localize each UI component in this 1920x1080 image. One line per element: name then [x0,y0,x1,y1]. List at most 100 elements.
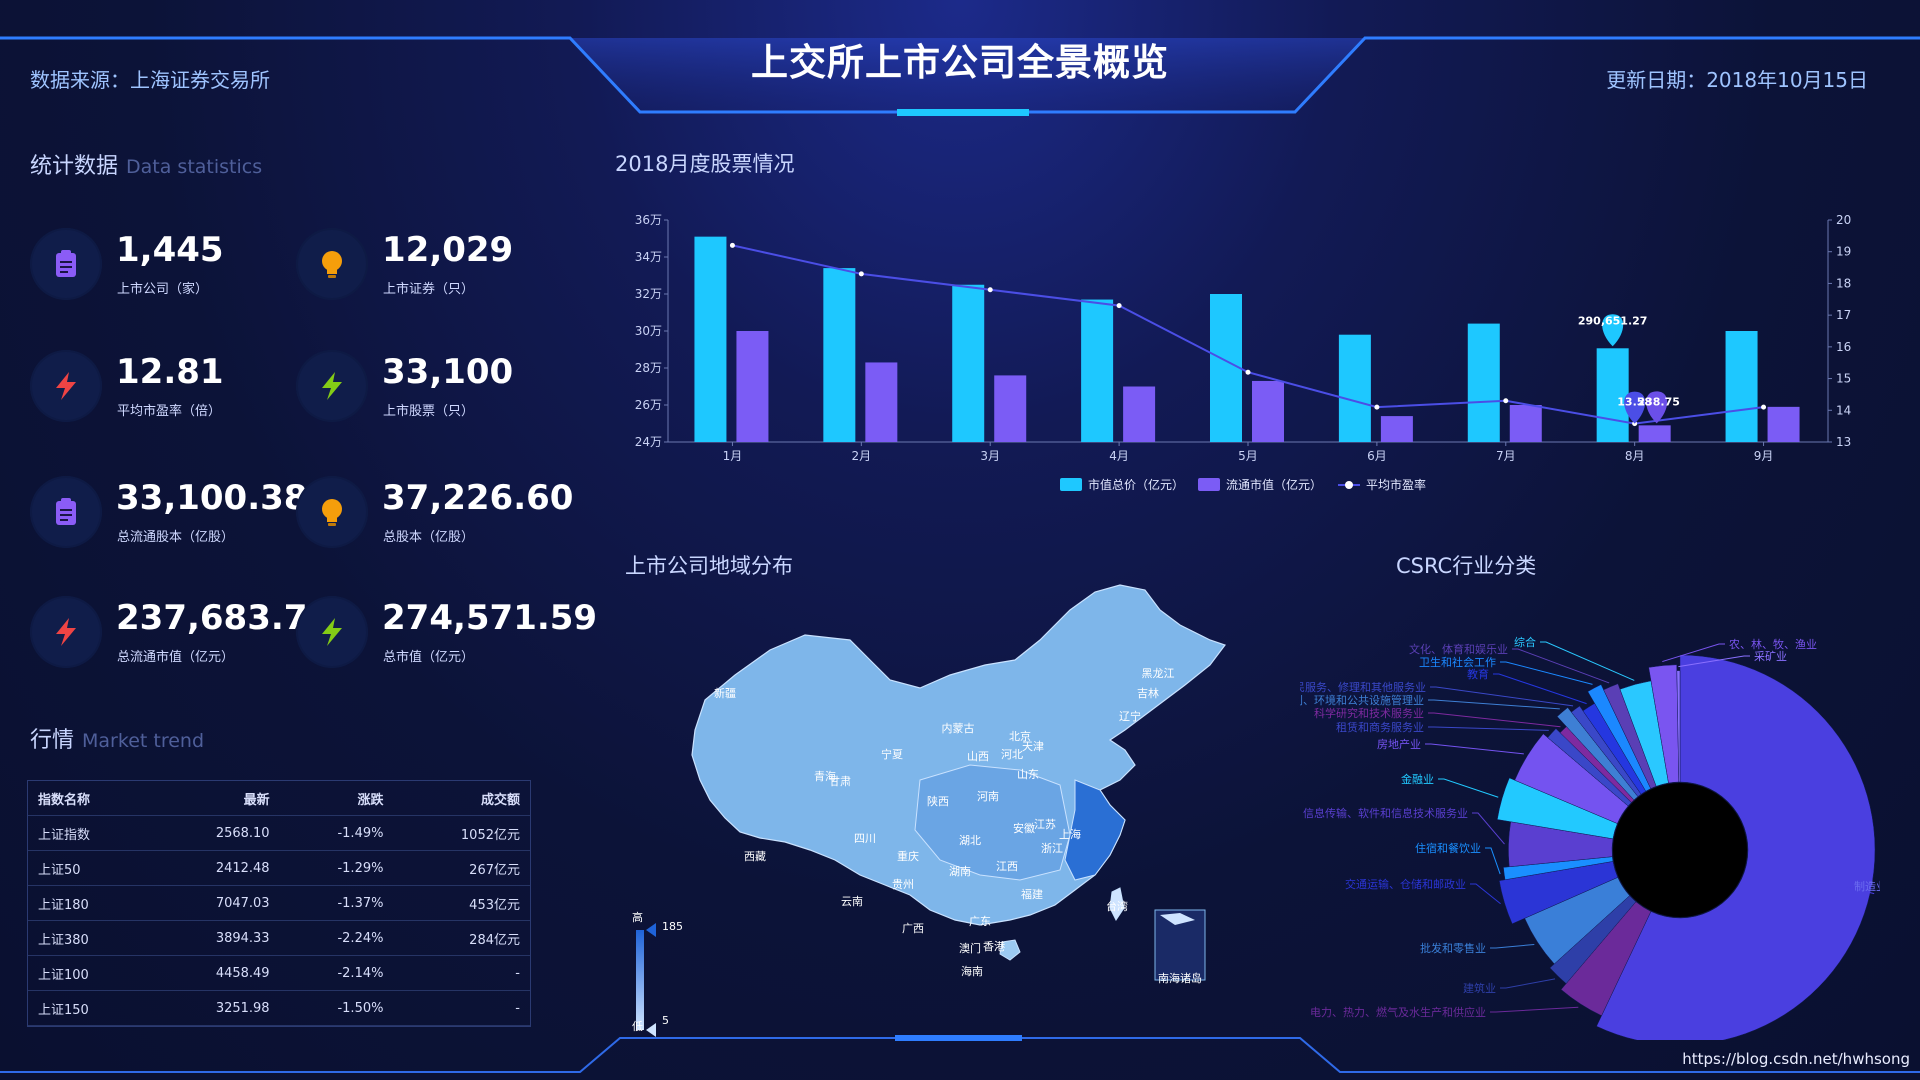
province-label[interactable]: 黑龙江 [1142,667,1175,680]
bar-total-market-value[interactable] [1467,323,1500,442]
donut-slice-label[interactable]: 住宿和餐饮业 [1415,841,1481,855]
province-label[interactable]: 山东 [1017,768,1039,781]
donut-slice-label[interactable]: 教育 [1467,667,1489,681]
legend-label[interactable]: 流通市值（亿元） [1226,477,1322,492]
province-label[interactable]: 内蒙古 [942,721,975,735]
table-row[interactable]: 上证150 3251.98 -1.50% - [28,990,530,1026]
donut-slice-label[interactable]: 房地产业 [1377,737,1421,751]
bar-circulating-market-value[interactable] [865,362,898,442]
donut-slice-label[interactable]: 批发和零售业 [1420,941,1486,955]
donut-slice-label[interactable]: 租赁和商务服务业 [1336,720,1424,734]
donut-slice-label[interactable]: 金融业 [1401,772,1434,786]
province-label[interactable]: 吉林 [1137,686,1159,700]
bar-total-market-value[interactable] [952,284,985,442]
bar-total-market-value[interactable] [1725,331,1758,442]
donut-slice-label[interactable]: 农、林、牧、渔业 [1729,637,1817,651]
table-row[interactable]: 上证50 2412.48 -1.29% 267亿元 [28,850,530,886]
pe-ratio-point[interactable] [1245,369,1251,375]
bar-circulating-market-value[interactable] [1767,406,1800,442]
pe-ratio-point[interactable] [1374,404,1380,410]
donut-slice-label[interactable]: 交通运输、仓储和邮政业 [1345,877,1466,891]
donut-slice-label[interactable]: 卫生和社会工作 [1419,655,1496,669]
province-label[interactable]: 湖北 [959,834,981,847]
bar-total-market-value[interactable] [1338,334,1371,442]
donut-slice-label[interactable]: 信息传输、软件和信息技术服务业 [1303,806,1468,820]
bar-circulating-market-value[interactable] [736,331,769,442]
bar-total-market-value[interactable] [1081,299,1114,442]
legend-swatch[interactable] [1198,478,1220,491]
province-label[interactable]: 河北 [1001,748,1023,761]
bar-circulating-market-value[interactable] [1123,386,1156,443]
province-label[interactable]: 宁夏 [881,747,903,761]
province-label[interactable]: 贵州 [892,878,914,891]
province-label[interactable]: 海南 [961,964,983,978]
bar-circulating-market-value[interactable] [1638,425,1671,442]
province-label[interactable]: 上海 [1059,827,1081,841]
province-label[interactable]: 辽宁 [1119,709,1141,723]
donut-slice-label[interactable]: 文化、体育和娱乐业 [1409,642,1508,656]
province-label[interactable]: 台湾 [1106,899,1128,913]
province-label[interactable]: 福建 [1021,887,1043,901]
province-label[interactable]: 澳门 [959,941,981,955]
table-row[interactable]: 上证指数 2568.10 -1.49% 1052亿元 [28,815,530,851]
province-label[interactable]: 广东 [969,915,991,928]
table-row[interactable]: 上证100 4458.49 -2.14% - [28,955,530,991]
pe-ratio-point[interactable] [987,287,993,293]
donut-slice-label[interactable]: 水利、环境和公共设施管理业 [1300,693,1424,707]
province-label[interactable]: 云南 [841,895,863,908]
province-label[interactable]: 重庆 [897,849,919,863]
province-label[interactable]: 北京 [1009,729,1031,743]
legend-swatch-dot[interactable] [1345,481,1353,489]
donut-slice-label[interactable]: 居民服务、修理和其他服务业 [1300,680,1426,694]
donut-slice[interactable] [1596,654,1876,1040]
province-label[interactable]: 安徽 [1013,821,1035,835]
legend-min-value: 5 [662,1014,669,1027]
bar-circulating-market-value[interactable] [1380,416,1413,442]
province-label[interactable]: 江苏 [1034,818,1056,831]
legend-label[interactable]: 平均市盈率 [1366,477,1426,492]
legend-swatch[interactable] [1060,478,1082,491]
bar-circulating-market-value[interactable] [1252,380,1284,442]
pe-ratio-point[interactable] [1116,303,1122,309]
donut-slice-label[interactable]: 建筑业 [1463,981,1496,995]
donut-slice-label[interactable]: 综合 [1514,635,1536,649]
province-label[interactable]: 浙江 [1041,842,1063,855]
bar-circulating-market-value[interactable] [1509,405,1542,442]
province-label[interactable]: 河南 [977,790,999,803]
province-label[interactable]: 西藏 [744,850,766,863]
pe-ratio-point[interactable] [1503,398,1509,404]
table-row[interactable]: 上证180 7047.03 -1.37% 453亿元 [28,885,530,921]
table-row[interactable]: 上证380 3894.33 -2.24% 284亿元 [28,920,530,956]
donut-slice-label[interactable]: 采矿业 [1754,650,1787,663]
donut-leader-line [1678,655,1750,668]
donut-slice-label[interactable]: 制造业 [1854,879,1880,893]
legend-high-handle[interactable] [646,923,656,937]
legend-low-handle[interactable] [646,1023,656,1037]
x-tick-label: 1月 [723,449,743,463]
province-label[interactable]: 广西 [902,922,924,935]
province-label[interactable]: 陕西 [927,794,949,808]
province-label[interactable]: 青海 [814,769,836,783]
province-label[interactable]: 甘肃 [829,775,851,788]
donut-leader-line [1512,648,1610,684]
donut-slice[interactable] [1676,670,1681,783]
province-label[interactable]: 新疆 [714,686,736,700]
province-label[interactable]: 湖南 [949,865,971,878]
legend-label[interactable]: 市值总价（亿元） [1088,477,1184,492]
province-label[interactable]: 山西 [967,750,989,763]
pe-ratio-point[interactable] [729,242,735,248]
bar-circulating-market-value[interactable] [994,375,1027,442]
bar-total-market-value[interactable] [1596,348,1629,442]
province-label[interactable]: 江西 [996,860,1018,873]
province-label[interactable]: 天津 [1022,740,1044,753]
donut-slice-label[interactable]: 电力、热力、燃气及水生产和供应业 [1310,1005,1486,1019]
bar-total-market-value[interactable] [823,268,856,442]
pe-ratio-point[interactable] [858,271,864,277]
donut-slice-label[interactable]: 科学研究和技术服务业 [1314,706,1424,720]
x-tick-label: 2月 [852,449,872,463]
province-label[interactable]: 四川 [854,832,876,845]
bar-total-market-value[interactable] [1210,294,1242,442]
pe-ratio-point[interactable] [1761,404,1767,410]
bar-total-market-value[interactable] [694,236,727,442]
province-label[interactable]: 香港 [983,940,1005,953]
